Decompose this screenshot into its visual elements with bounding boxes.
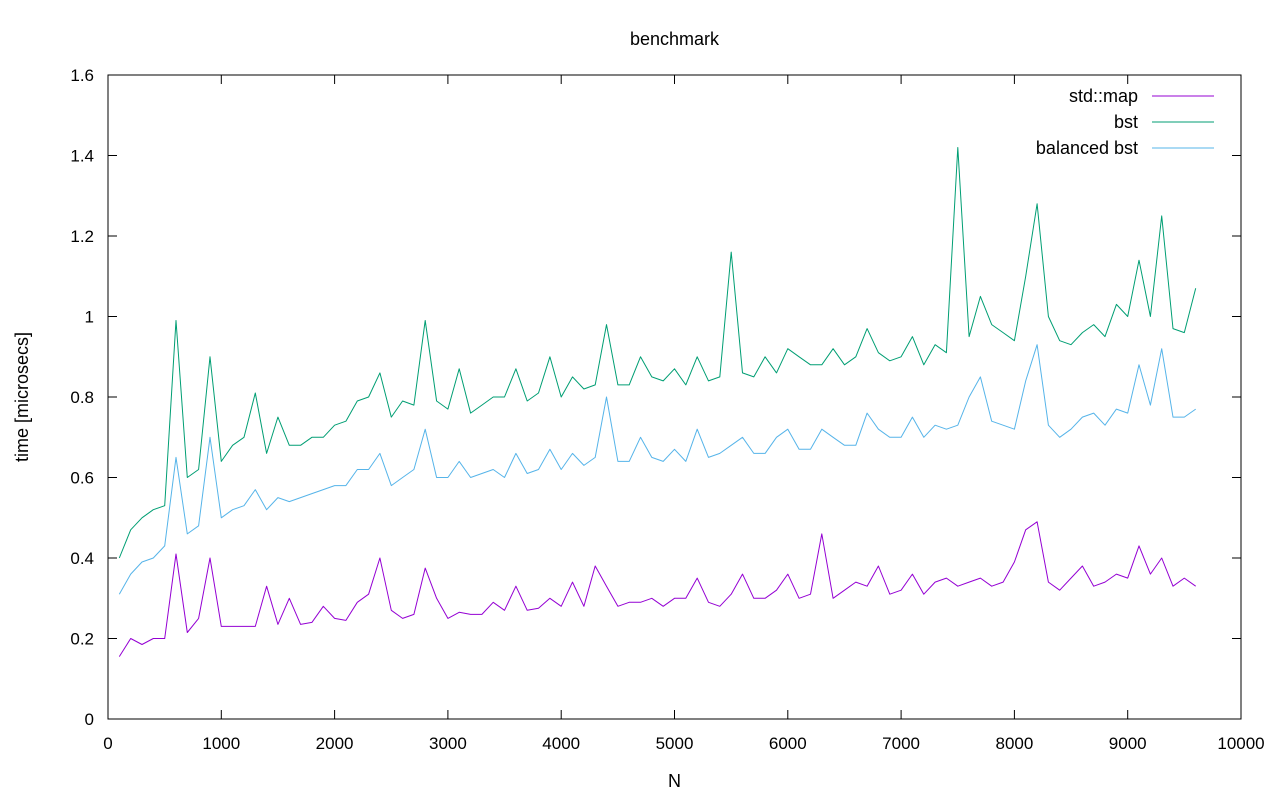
y-tick-label: 1.6 <box>70 66 94 85</box>
x-tick-label: 9000 <box>1109 734 1147 753</box>
y-tick-label: 0 <box>85 710 94 729</box>
y-tick-label: 0.4 <box>70 549 94 568</box>
series-lines <box>118 147 1197 657</box>
legend-label: std::map <box>1069 86 1138 106</box>
y-tick-label: 0.2 <box>70 630 94 649</box>
x-tick-label: 6000 <box>769 734 807 753</box>
x-tick-label: 10000 <box>1217 734 1264 753</box>
chart-title: benchmark <box>630 29 720 49</box>
plot-frame <box>107 74 1242 720</box>
x-tick-label: 3000 <box>429 734 467 753</box>
legend-label: bst <box>1114 112 1138 132</box>
series-line-0 <box>118 521 1196 657</box>
y-tick-label: 1.4 <box>70 147 94 166</box>
legend-label: balanced bst <box>1036 138 1138 158</box>
x-tick-label: 1000 <box>202 734 240 753</box>
y-axis-label: time [microsecs] <box>12 332 32 462</box>
y-tick-label: 0.8 <box>70 388 94 407</box>
x-tick-label: 5000 <box>656 734 694 753</box>
y-tick-label: 0.6 <box>70 469 94 488</box>
x-tick-label: 0 <box>103 734 112 753</box>
y-tick-label: 1.2 <box>70 227 94 246</box>
x-tick-label: 2000 <box>316 734 354 753</box>
x-tick-label: 4000 <box>542 734 580 753</box>
x-tick-label: 8000 <box>995 734 1033 753</box>
series-line-2 <box>118 344 1196 595</box>
x-axis-label: N <box>668 771 681 791</box>
y-tick-label: 1 <box>85 308 94 327</box>
series-line-1 <box>118 147 1197 559</box>
axis-ticks: 0 1000 2000 3000 4000 5000 6000 7000 8000 9000 100… <box>70 66 1264 753</box>
x-tick-label: 7000 <box>882 734 920 753</box>
